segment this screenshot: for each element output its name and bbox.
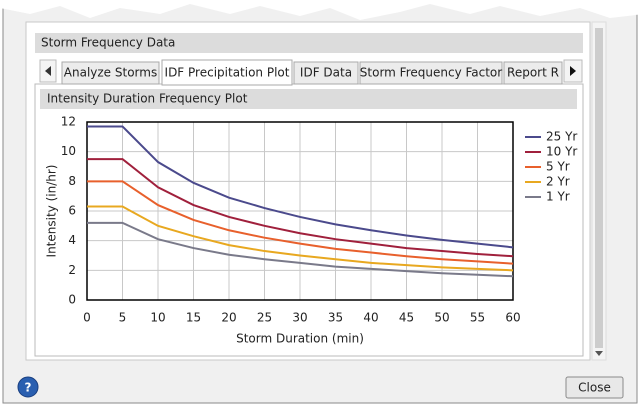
section-title: Storm Frequency Data: [41, 36, 175, 50]
tab[interactable]: [293, 61, 359, 85]
y-tick-label: 0: [68, 293, 76, 307]
tab[interactable]: [161, 59, 293, 86]
tab[interactable]: [359, 61, 503, 85]
torn-edge: [0, 0, 644, 20]
tab-label: Report R: [507, 66, 559, 80]
arrow: [570, 66, 576, 76]
tab-label: Storm Frequency Factor: [360, 66, 502, 80]
arrow: [45, 66, 51, 76]
legend-label: 5 Yr: [546, 160, 570, 174]
y-tick-label: 4: [68, 233, 76, 247]
plot-border: [86, 121, 514, 301]
x-axis-title: Storm Duration (min): [236, 332, 364, 346]
panel-title: Intensity Duration Frequency Plot: [47, 92, 248, 106]
legend-label: 10 Yr: [546, 145, 577, 159]
x-tick-label: 20: [221, 311, 236, 325]
series-line: [87, 221, 514, 278]
scroll-thumb[interactable]: [595, 28, 603, 348]
y-tick-label: 8: [68, 174, 76, 188]
legend-label: 1 Yr: [546, 190, 570, 204]
help-button[interactable]: [17, 376, 39, 398]
tab-label: IDF Precipitation Plot: [165, 66, 290, 80]
x-tick-label: 40: [363, 311, 378, 325]
y-axis-title: Intensity (in/hr): [45, 165, 59, 258]
y-tick-label: 12: [61, 115, 76, 129]
scroll-down[interactable]: [595, 351, 603, 356]
x-tick-label: 5: [119, 311, 127, 325]
x-tick-label: 45: [399, 311, 414, 325]
tab[interactable]: [61, 61, 160, 85]
tab[interactable]: [503, 61, 563, 85]
series-line: [87, 158, 514, 258]
x-tick-label: 55: [470, 311, 485, 325]
x-tick-label: 60: [505, 311, 520, 325]
x-tick-label: 15: [186, 311, 201, 325]
series-line: [87, 125, 514, 249]
series-line: [87, 180, 514, 265]
close-label: Close: [578, 381, 611, 395]
legend-label: 25 Yr: [546, 130, 577, 144]
tab-label: Analyze Storms: [64, 66, 157, 80]
series-line: [87, 205, 514, 272]
x-tick-label: 0: [83, 311, 91, 325]
x-tick-label: 25: [257, 311, 272, 325]
x-tick-label: 10: [150, 311, 165, 325]
tab-label: IDF Data: [300, 66, 352, 80]
y-tick-label: 2: [68, 263, 76, 277]
x-tick-label: 50: [434, 311, 449, 325]
y-tick-label: 10: [61, 144, 76, 158]
x-tick-label: 35: [328, 311, 343, 325]
panel-header: [40, 89, 577, 109]
y-tick-label: 6: [68, 204, 76, 218]
legend-label: 2 Yr: [546, 175, 570, 189]
x-tick-label: 30: [292, 311, 307, 325]
section-header: [35, 33, 583, 53]
close-button[interactable]: [565, 376, 624, 399]
help-icon: ?: [25, 381, 32, 395]
